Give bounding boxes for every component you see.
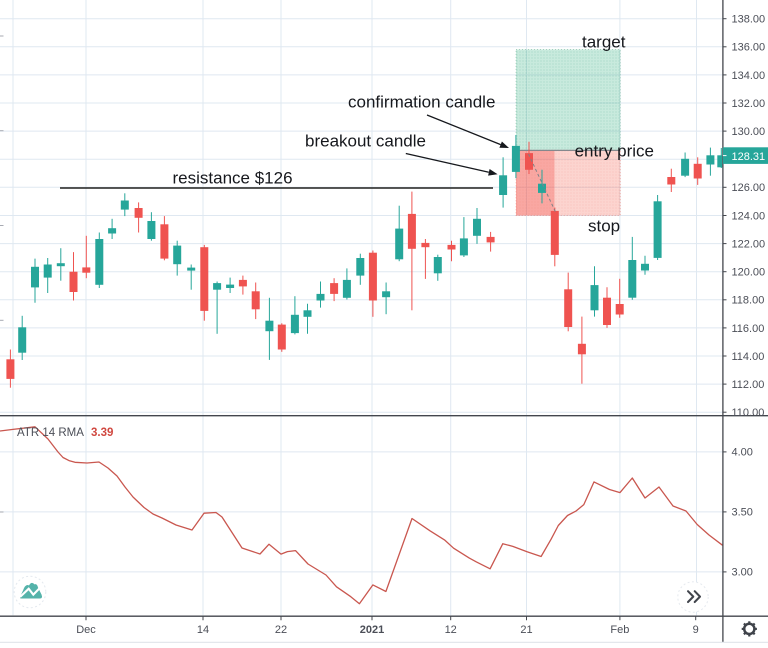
- svg-text:4.00: 4.00: [732, 447, 753, 459]
- svg-text:124.00: 124.00: [732, 210, 766, 222]
- svg-text:Dec: Dec: [76, 624, 96, 636]
- svg-text:110.00: 110.00: [732, 407, 765, 419]
- svg-text:136.00: 136.00: [732, 42, 766, 54]
- svg-text:120.00: 120.00: [732, 267, 766, 279]
- svg-text:resistance $126: resistance $126: [173, 169, 293, 188]
- svg-text:Feb: Feb: [610, 624, 629, 636]
- svg-text:128.31: 128.31: [732, 151, 766, 163]
- svg-text:21: 21: [520, 624, 532, 636]
- svg-text:118.00: 118.00: [732, 295, 765, 307]
- svg-text:breakout candle: breakout candle: [305, 132, 426, 151]
- svg-text:112.00: 112.00: [732, 379, 765, 391]
- svg-text:130.00: 130.00: [732, 126, 766, 138]
- svg-text:14: 14: [197, 624, 209, 636]
- svg-text:126.00: 126.00: [732, 182, 766, 194]
- svg-text:ATR 14 RMA: ATR 14 RMA: [17, 427, 84, 439]
- svg-text:9: 9: [693, 624, 699, 636]
- svg-text:2021: 2021: [360, 624, 384, 636]
- svg-text:stop: stop: [588, 217, 620, 236]
- svg-text:12: 12: [445, 624, 457, 636]
- svg-text:3.50: 3.50: [732, 507, 753, 519]
- svg-text:116.00: 116.00: [732, 323, 765, 335]
- svg-text:138.00: 138.00: [732, 14, 766, 26]
- svg-text:134.00: 134.00: [732, 70, 766, 82]
- svg-text:entry price: entry price: [575, 142, 654, 161]
- svg-text:3.39: 3.39: [91, 427, 113, 439]
- svg-text:122.00: 122.00: [732, 239, 766, 251]
- svg-text:confirmation candle: confirmation candle: [348, 93, 495, 112]
- svg-text:3.00: 3.00: [732, 567, 753, 579]
- svg-text:22: 22: [275, 624, 287, 636]
- svg-text:114.00: 114.00: [732, 351, 765, 363]
- svg-text:target: target: [582, 33, 626, 52]
- svg-text:132.00: 132.00: [732, 98, 766, 110]
